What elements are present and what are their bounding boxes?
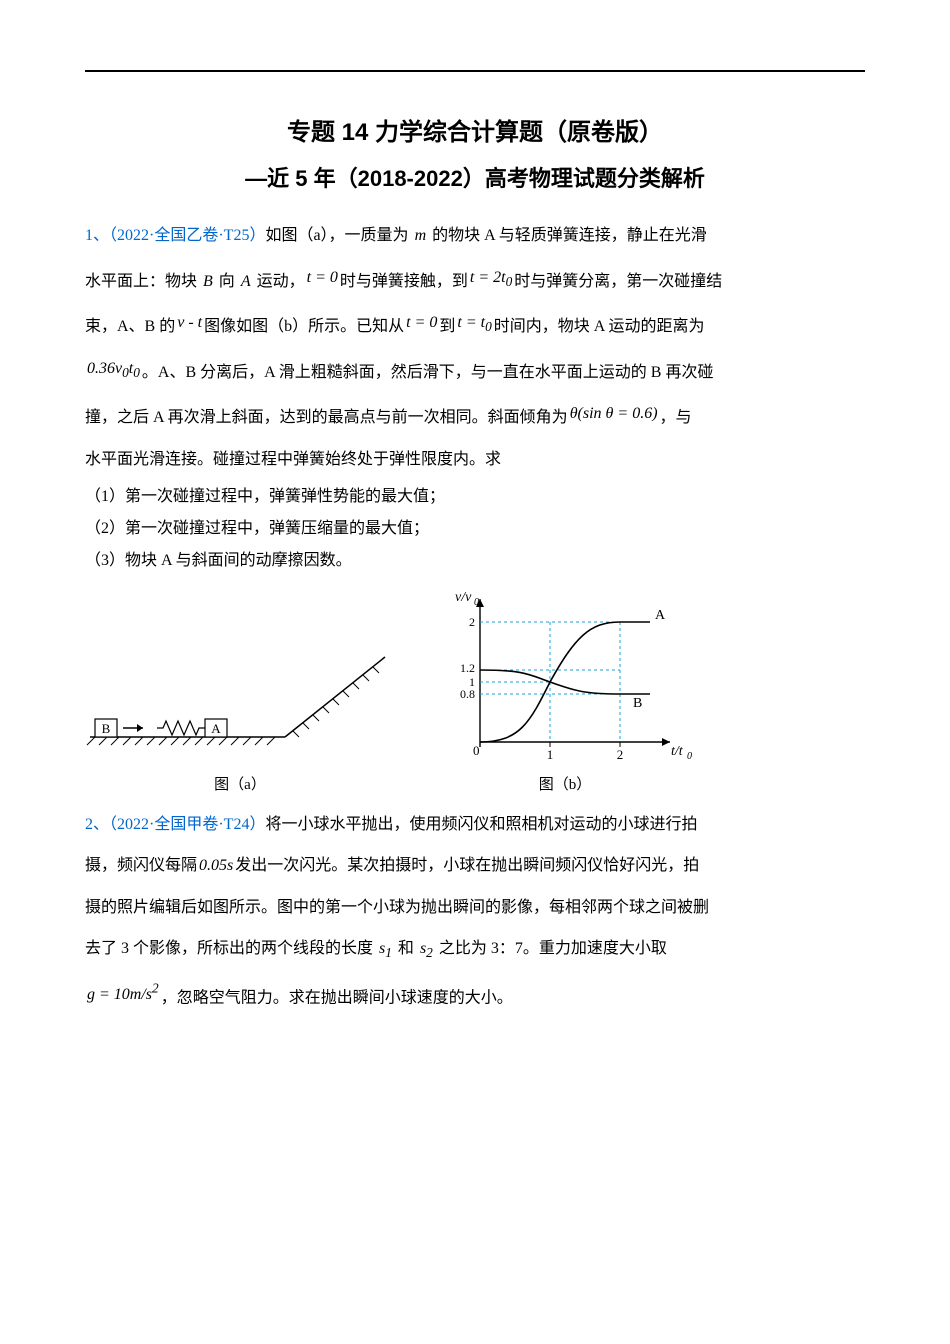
q1-text: 向 [215, 273, 239, 290]
svg-text:t/t: t/t [671, 744, 684, 759]
q2-text: 摄的照片编辑后如图所示。图中的第一个小球为抛出瞬间的影像，每相邻两个球之间被删 [85, 899, 709, 916]
sub-title: —近 5 年（2018-2022）高考物理试题分类解析 [85, 161, 865, 193]
svg-text:1.2: 1.2 [460, 661, 475, 675]
q1-text: 撞，之后 A 再次滑上斜面，达到的最高点与前一次相同。斜面倾角为 [85, 409, 568, 426]
q2-text: 摄，频闪仪每隔 [85, 857, 197, 874]
problem-2: 2、（2022·全国甲卷·T24）将一小球水平抛出，使用频闪仪和照相机对运动的小… [85, 804, 865, 1020]
q2-text: 将一小球水平抛出，使用频闪仪和照相机对运动的小球进行拍 [265, 816, 697, 833]
q1-text: 图像如图（b）所示。已知从 [204, 318, 404, 335]
var-B: B [201, 273, 215, 290]
q2-source: （2022·全国甲卷·T24） [109, 816, 265, 833]
q1-text: 到 [439, 318, 455, 335]
formula-g: g = 10m/s2 [85, 986, 161, 1003]
q1-text: 束，A、B 的 [85, 318, 175, 335]
q1-text: 。A、B 分离后，A 滑上粗糙斜面，然后滑下，与一直在水平面上运动的 B 再次碰 [142, 364, 714, 381]
svg-text:0: 0 [473, 743, 480, 758]
diagram-a-svg: B A [85, 627, 395, 767]
q1-text: ，与 [660, 409, 692, 426]
q1-sub2: （2）第一次碰撞过程中，弹簧压缩量的最大值； [85, 513, 865, 545]
main-title: 专题 14 力学综合计算题（原卷版） [85, 112, 865, 147]
q1-source: （2022·全国乙卷·T25） [109, 227, 265, 244]
figure-row: B A 图（a） v/v 0 [85, 587, 865, 794]
svg-text:A: A [655, 608, 666, 623]
svg-text:1: 1 [469, 675, 475, 689]
formula-t0: t = 0 [305, 269, 340, 286]
q2-text: ，忽略空气阻力。求在抛出瞬间小球速度的大小。 [161, 990, 513, 1007]
svg-text:A: A [211, 721, 221, 736]
figure-b-caption: 图（b） [539, 773, 592, 794]
svg-text:0.8: 0.8 [460, 687, 475, 701]
svg-text:1: 1 [547, 747, 554, 762]
formula-tt0: t = t0 [455, 314, 493, 331]
q1-text: 的物块 A 与轻质弹簧连接，静止在光滑 [428, 227, 707, 244]
q2-number: 2、 [85, 816, 109, 833]
figure-a-caption: 图（a） [214, 773, 266, 794]
svg-text:v/v: v/v [455, 590, 472, 605]
q1-text: 时间内，物块 A 运动的距离为 [494, 318, 705, 335]
q1-text: 水平面上：物块 [85, 273, 201, 290]
var-A: A [239, 273, 253, 290]
q1-text: 水平面光滑连接。碰撞过程中弹簧始终处于弹性限度内。求 [85, 451, 501, 468]
var-m: m [413, 227, 429, 244]
q1-number: 1、 [85, 227, 109, 244]
q2-text: 和 [394, 940, 418, 957]
svg-text:B: B [102, 721, 111, 736]
problem-1: 1、（2022·全国乙卷·T25）如图（a），一质量为 m 的物块 A 与轻质弹… [85, 215, 865, 481]
formula-dist: 0.36v0t0 [85, 360, 142, 377]
q1-sub3: （3）物块 A 与斜面间的动摩擦因数。 [85, 545, 865, 577]
q1-text: 如图（a），一质量为 [265, 227, 412, 244]
svg-text:0: 0 [687, 751, 692, 762]
q2-text: 发出一次闪光。某次拍摄时，小球在抛出瞬间频闪仪恰好闪光，拍 [235, 857, 699, 874]
svg-text:B: B [633, 696, 642, 711]
formula-t0b: t = 0 [404, 314, 439, 331]
svg-text:2: 2 [617, 747, 624, 762]
q1-text: 运动， [253, 273, 305, 290]
formula-vt: v - t [175, 314, 204, 331]
q2-text: 之比为 3：7。重力加速度大小取 [435, 940, 667, 957]
q2-text: 去了 3 个影像，所标出的两个线段的长度 [85, 940, 377, 957]
figure-b: v/v 0 t/t 0 0 1 2 0.8 1 1.2 2 [435, 587, 695, 794]
formula-2t0: t = 2t0 [468, 269, 514, 286]
formula-theta: θ(sin θ = 0.6) [568, 405, 660, 422]
q1-text: 时与弹簧分离，第一次碰撞结 [514, 273, 722, 290]
top-rule [85, 70, 865, 72]
q1-text: 时与弹簧接触，到 [340, 273, 468, 290]
svg-text:2: 2 [469, 615, 475, 629]
figure-a: B A 图（a） [85, 627, 395, 794]
chart-b-svg: v/v 0 t/t 0 0 1 2 0.8 1 1.2 2 [435, 587, 695, 767]
svg-text:0: 0 [474, 597, 479, 608]
q1-sub1: （1）第一次碰撞过程中，弹簧弹性势能的最大值； [85, 481, 865, 513]
formula-005s: 0.05s [197, 857, 235, 874]
formula-s1: s1 [377, 940, 394, 957]
formula-s2: s2 [418, 940, 435, 957]
